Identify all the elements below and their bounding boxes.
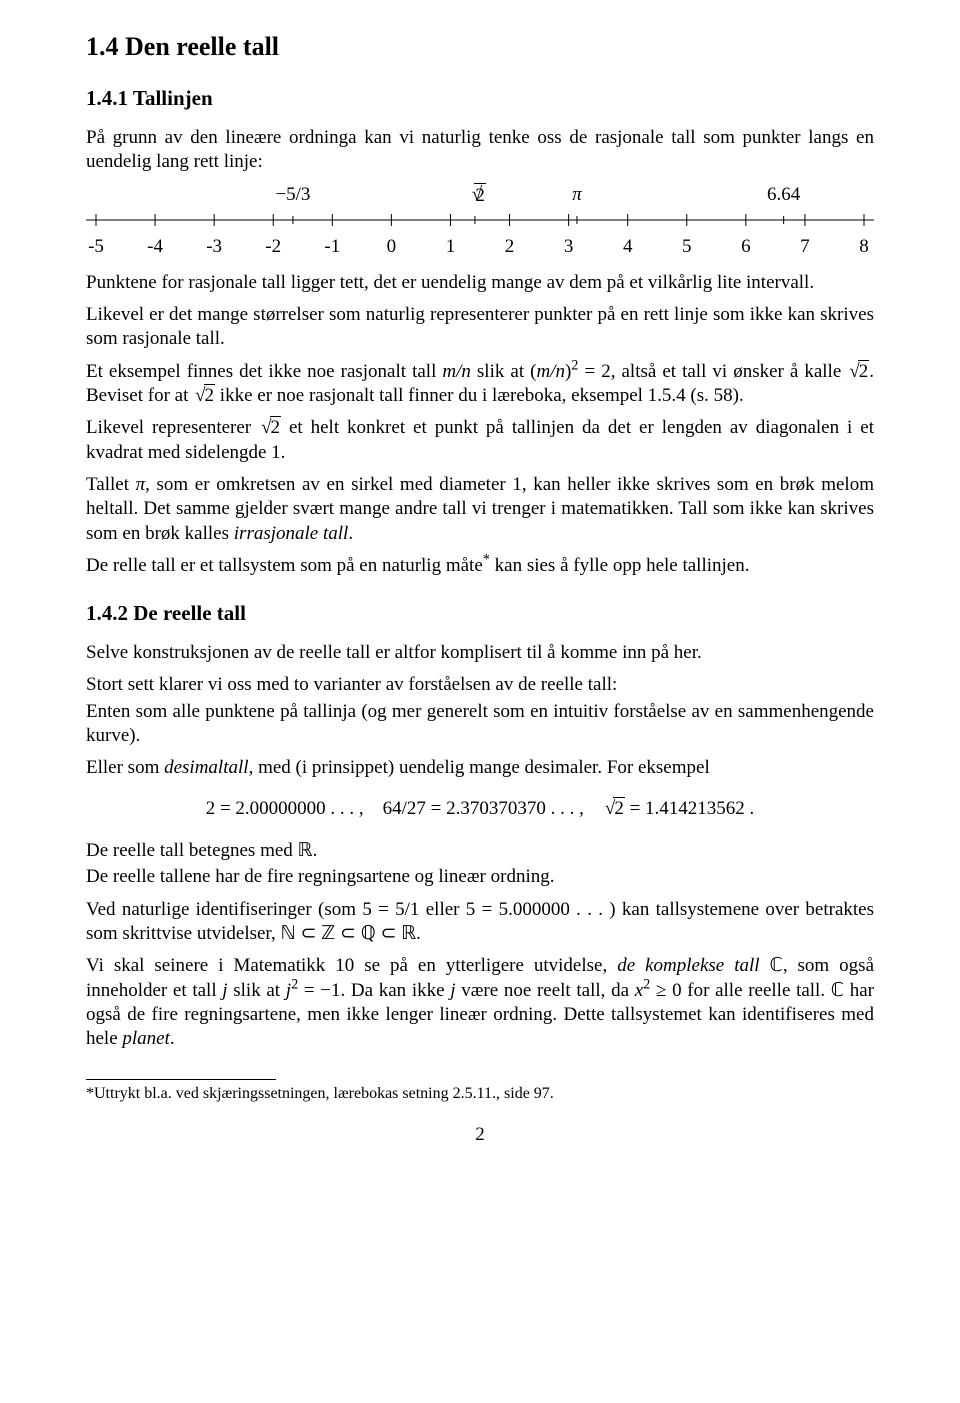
- mark-label: −5/3: [275, 183, 310, 207]
- tick-label: -5: [88, 235, 104, 259]
- para-complex: Vi skal seinere i Matematikk 10 se på en…: [86, 954, 874, 1051]
- tick-label: 7: [800, 235, 810, 259]
- heading-1.4.2: 1.4.2 De reelle tall: [86, 600, 874, 627]
- tick-label: -2: [265, 235, 281, 259]
- page-number: 2: [86, 1123, 874, 1147]
- tick-label: 6: [741, 235, 751, 259]
- number-line-tick-labels: -5 -4 -3 -2 -1 0 1 2 3 4 5 6 7 8: [86, 235, 874, 257]
- para-decimals: Eller som desimaltall, med (i prinsippet…: [86, 756, 874, 780]
- tick-label: 1: [446, 235, 456, 259]
- para-variants: Stort sett klarer vi oss med to variante…: [86, 673, 874, 697]
- tick-label: -1: [324, 235, 340, 259]
- number-line: −5/32π6.64 -5 -4 -3 -2 -1 0 1 2 3 4 5 6 7 8: [86, 183, 874, 257]
- tick-label: 3: [564, 235, 574, 259]
- tick-label: 2: [505, 235, 515, 259]
- number-line-axis: [86, 205, 874, 235]
- para-sqrt2-proof: Et eksempel finnes det ikke noe rasjonal…: [86, 360, 874, 409]
- number-line-marks: −5/32π6.64: [86, 183, 874, 205]
- heading-1.4: 1.4 Den reelle tall: [86, 30, 874, 63]
- mark-label: 6.64: [767, 183, 800, 207]
- para-sqrt2-diag: Likevel representerer 2 et helt konkret …: [86, 416, 874, 465]
- para-inclusions: Ved naturlige identifiseringer (som 5 = …: [86, 898, 874, 947]
- para-reals-fill: De relle tall er et tallsystem som på en…: [86, 554, 874, 578]
- page: 1.4 Den reelle tall 1.4.1 Tallinjen På g…: [0, 0, 960, 1403]
- para-R-symbol: De reelle tall betegnes med ℝ.: [86, 839, 874, 863]
- tick-label: 5: [682, 235, 692, 259]
- para-R-ops: De reelle tallene har de fire regningsar…: [86, 865, 874, 889]
- tick-label: -3: [206, 235, 222, 259]
- equation-decimals: 2 = 2.00000000 . . . , 64/27 = 2.3703703…: [86, 797, 874, 821]
- tick-label: 4: [623, 235, 633, 259]
- para-dense: Punktene for rasjonale tall ligger tett,…: [86, 271, 874, 295]
- footnote-rule: [86, 1079, 276, 1080]
- tick-label: 0: [387, 235, 397, 259]
- para-irr-exist: Likevel er det mange størrelser som natu…: [86, 303, 874, 352]
- tick-label: -4: [147, 235, 163, 259]
- heading-1.4.1: 1.4.1 Tallinjen: [86, 85, 874, 112]
- para-constr: Selve konstruksjonen av de reelle tall e…: [86, 641, 874, 665]
- tick-label: 8: [859, 235, 869, 259]
- footnote: *Uttrykt bl.a. ved skjæringssetningen, l…: [86, 1084, 874, 1104]
- para-pi: Tallet π, som er omkretsen av en sirkel …: [86, 473, 874, 546]
- para-points: Enten som alle punktene på tallinja (og …: [86, 700, 874, 749]
- para-intro: På grunn av den lineære ordninga kan vi …: [86, 126, 874, 175]
